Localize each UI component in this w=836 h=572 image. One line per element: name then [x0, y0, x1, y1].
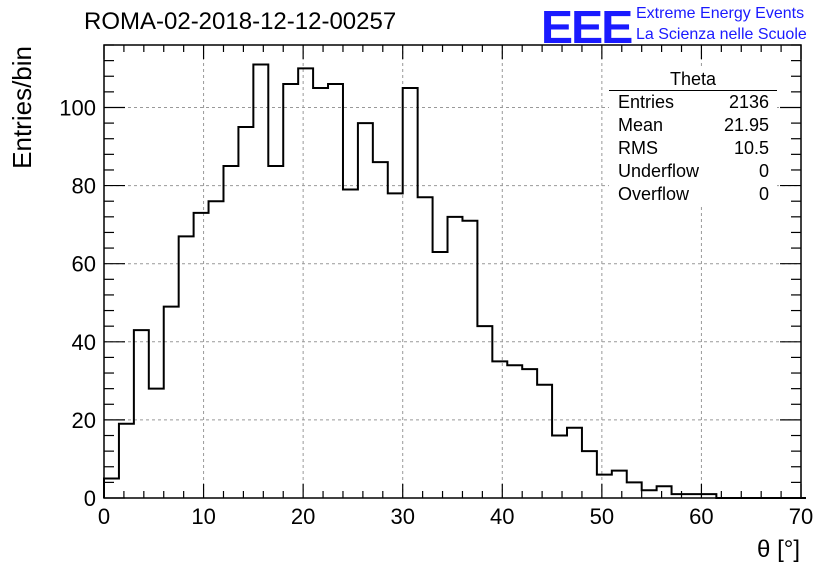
x-tick-label: 20 [291, 504, 315, 529]
stats-row: Overflow 0 [609, 183, 777, 206]
y-axis-ticks: 0 20 40 60 80 100 [59, 44, 801, 511]
stats-value: 0 [758, 184, 769, 204]
chart-title: ROMA-02-2018-12-12-00257 [84, 8, 397, 35]
x-tick-label: 0 [98, 504, 110, 529]
y-axis-label: Entries/bin [7, 46, 37, 169]
y-tick-label: 0 [84, 486, 96, 511]
stats-label: Entries [618, 92, 675, 112]
y-tick-label: 60 [72, 252, 96, 277]
logo-caption-line1: Extreme Energy Events [636, 5, 805, 22]
x-tick-label: 50 [590, 504, 614, 529]
x-tick-label: 70 [789, 504, 813, 529]
x-tick-label: 60 [689, 504, 713, 529]
stats-row: Entries 2136 [609, 91, 777, 114]
stats-label: Underflow [618, 161, 700, 181]
histogram-series [103, 63, 806, 499]
stats-box: Theta Entries 2136 Mean 21.95 RMS 10.5 Underfl… [609, 68, 777, 206]
x-tick-label: 30 [390, 504, 414, 529]
stats-row: RMS 10.5 [609, 137, 777, 160]
y-tick-label: 80 [72, 174, 96, 199]
stats-title: Theta [609, 68, 777, 91]
stats-value: 21.95 [723, 115, 769, 135]
y-tick-label: 40 [72, 330, 96, 355]
stats-label: Mean [618, 115, 664, 135]
stats-label: Overflow [618, 184, 690, 204]
y-tick-label: 100 [59, 95, 96, 120]
x-tick-label: 10 [191, 504, 215, 529]
x-axis-ticks: 0 10 20 30 40 50 60 70 [98, 45, 813, 529]
stats-label: RMS [618, 138, 658, 158]
y-tick-label: 20 [72, 408, 96, 433]
eee-logo: EEE [540, 1, 633, 53]
stats-row: Mean 21.95 [609, 114, 777, 137]
stats-row: Underflow 0 [609, 160, 777, 183]
x-axis-label: θ [°] [757, 536, 800, 563]
x-tick-label: 40 [490, 504, 514, 529]
logo-caption-line2: La Scienza nelle Scuole [636, 26, 807, 43]
stats-value: 0 [758, 161, 769, 181]
stats-value: 10.5 [733, 138, 769, 158]
stats-value: 2136 [728, 92, 769, 112]
logo-caption: Extreme Energy Events La Scienza nelle S… [636, 3, 807, 45]
plot-frame [103, 44, 802, 499]
grid-lines [104, 45, 801, 498]
